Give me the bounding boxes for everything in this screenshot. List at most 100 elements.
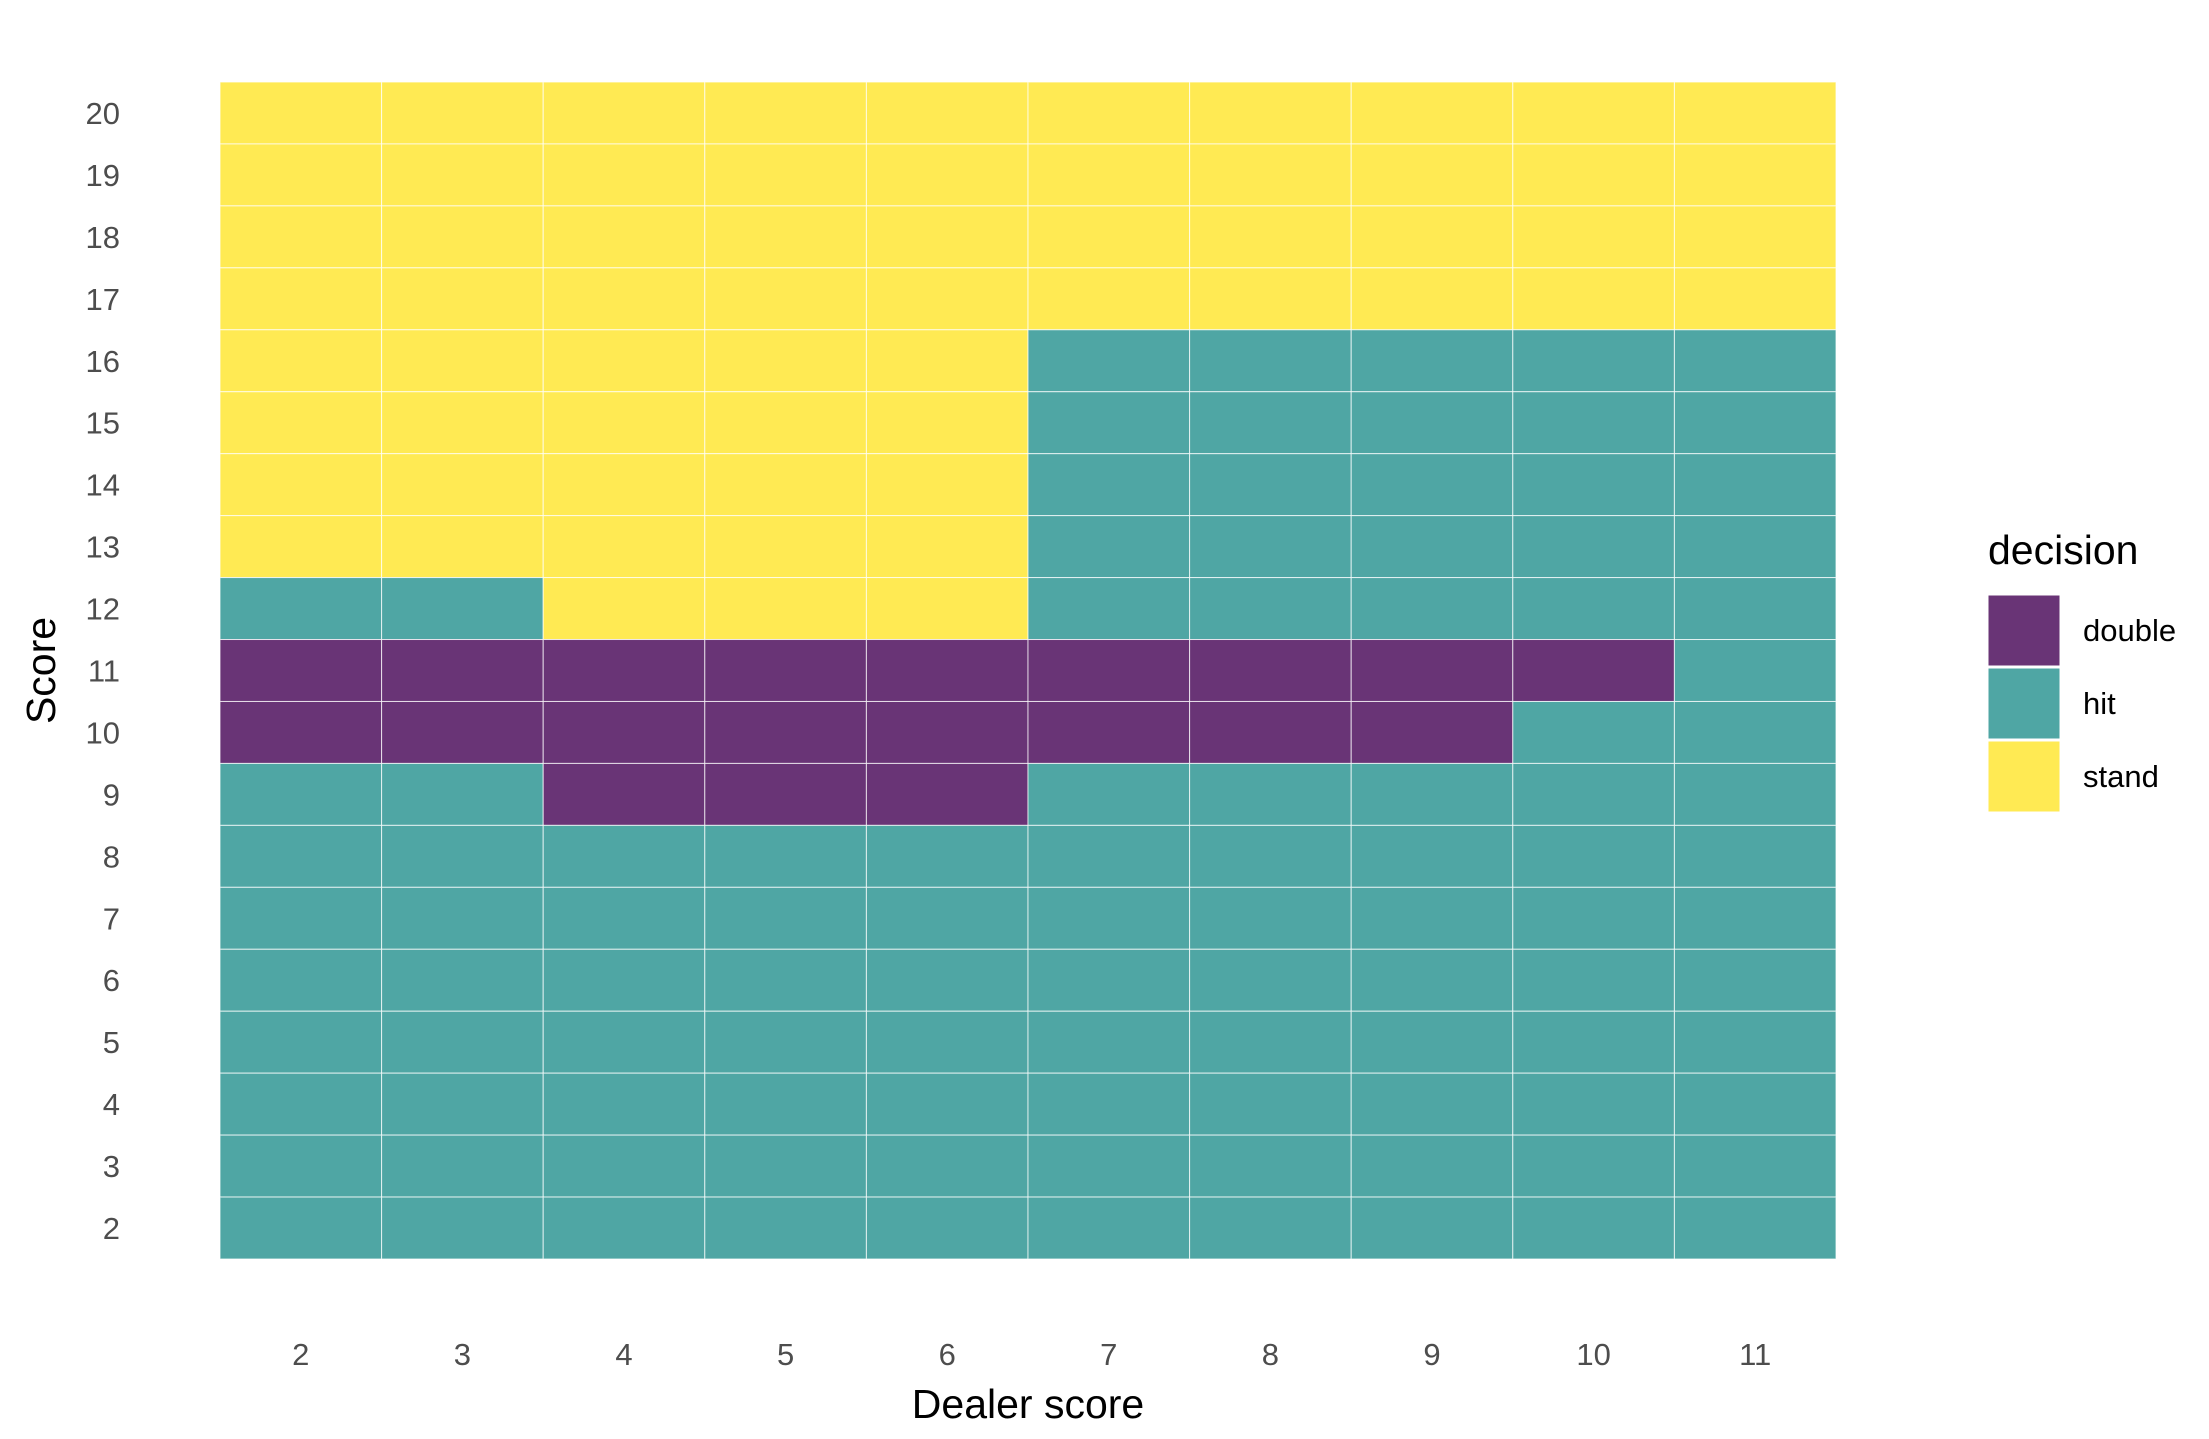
x-tick-label: 3 [454,1337,471,1372]
heatmap-cell [704,824,867,888]
heatmap-cell [1673,948,1837,1012]
heatmap-cell [1512,143,1675,207]
heatmap-cell [1512,886,1675,950]
heatmap-cell [865,886,1029,950]
heatmap-cell [219,577,383,641]
heatmap-cell [542,515,706,579]
y-axis-ticks: 2 3 4 5 6 7 8 9 10 11 12 13 14 15 16 17 18 19 20 [86,96,120,1246]
heatmap-cell [1350,267,1514,331]
legend-title: decision [1988,527,2138,573]
heatmap-cell [381,1134,544,1198]
heatmap-cell [1027,639,1191,702]
heatmap-cell [542,824,706,888]
y-tick-label: 16 [86,344,120,379]
heatmap-cell [381,639,544,702]
heatmap-cell [381,948,544,1012]
x-tick-label: 7 [1100,1337,1117,1372]
heatmap-cell [1512,267,1675,331]
heatmap-cells [219,81,1837,1260]
heatmap-cell [219,1134,383,1198]
x-tick-label: 4 [615,1337,632,1372]
heatmap-cell [1673,700,1837,764]
y-tick-label: 17 [86,282,120,317]
x-tick-label: 9 [1423,1337,1440,1372]
heatmap-cell [542,948,706,1012]
heatmap-cell [219,948,383,1012]
heatmap-cell [865,639,1029,702]
heatmap-cell [704,1072,867,1136]
heatmap-cell [1512,453,1675,517]
heatmap-cell [865,143,1029,207]
heatmap-cell [865,948,1029,1012]
heatmap-cell [865,391,1029,455]
y-axis-title: Score [18,617,64,724]
heatmap-cell [219,1072,383,1136]
heatmap-cell [1673,1134,1837,1198]
legend-label: hit [2083,686,2116,721]
heatmap-cell [542,577,706,641]
y-tick-label: 19 [86,158,120,193]
heatmap-cell [1189,1010,1352,1074]
heatmap-cell [219,639,383,702]
y-tick-label: 15 [86,406,120,441]
heatmap-cell [219,81,383,145]
heatmap-cell [704,762,867,826]
y-tick-label: 12 [86,592,120,627]
heatmap-cell [1027,824,1191,888]
heatmap-cell [381,1196,544,1260]
heatmap-cell [865,824,1029,888]
y-tick-label: 3 [103,1149,120,1184]
heatmap-cell [1189,267,1352,331]
heatmap-cell [219,762,383,826]
heatmap-cell [1673,1196,1837,1260]
heatmap-cell [1189,577,1352,641]
heatmap-cell [1673,391,1837,455]
heatmap-cell [219,700,383,764]
heatmap-cell [1673,453,1837,517]
heatmap-cell [1350,824,1514,888]
heatmap-cell [1512,948,1675,1012]
heatmap-cell [1189,453,1352,517]
heatmap-cell [865,515,1029,579]
heatmap-cell [381,762,544,826]
heatmap-cell [865,81,1029,145]
heatmap-cell [1027,205,1191,269]
heatmap-cell [1673,824,1837,888]
x-axis-title: Dealer score [912,1381,1144,1427]
heatmap-cell [704,1196,867,1260]
heatmap-cell [1512,762,1675,826]
heatmap-cell [1350,948,1514,1012]
heatmap-cell [542,639,706,702]
x-tick-label: 2 [292,1337,309,1372]
heatmap-cell [1512,515,1675,579]
heatmap-cell [1189,81,1352,145]
heatmap-cell [542,1072,706,1136]
heatmap-cell [1673,205,1837,269]
heatmap-cell [542,329,706,393]
heatmap-cell [865,1010,1029,1074]
heatmap-cell [542,205,706,269]
heatmap-cell [1027,1010,1191,1074]
heatmap-cell [219,267,383,331]
heatmap-cell [542,1196,706,1260]
heatmap-cell [704,391,867,455]
heatmap-cell [1350,700,1514,764]
heatmap-cell [704,1134,867,1198]
heatmap-cell [1673,762,1837,826]
heatmap-cell [219,391,383,455]
heatmap-cell [704,1010,867,1074]
heatmap-cell [1350,81,1514,145]
heatmap-cell [865,267,1029,331]
y-tick-label: 10 [86,715,120,750]
heatmap-cell [1512,577,1675,641]
heatmap-cell [381,1072,544,1136]
heatmap-cell [1673,267,1837,331]
x-tick-label: 6 [939,1337,956,1372]
heatmap-cell [1350,205,1514,269]
heatmap-cell [1027,886,1191,950]
heatmap-cell [704,948,867,1012]
heatmap-cell [704,267,867,331]
y-tick-label: 13 [86,530,120,565]
heatmap-cell [1673,639,1837,702]
